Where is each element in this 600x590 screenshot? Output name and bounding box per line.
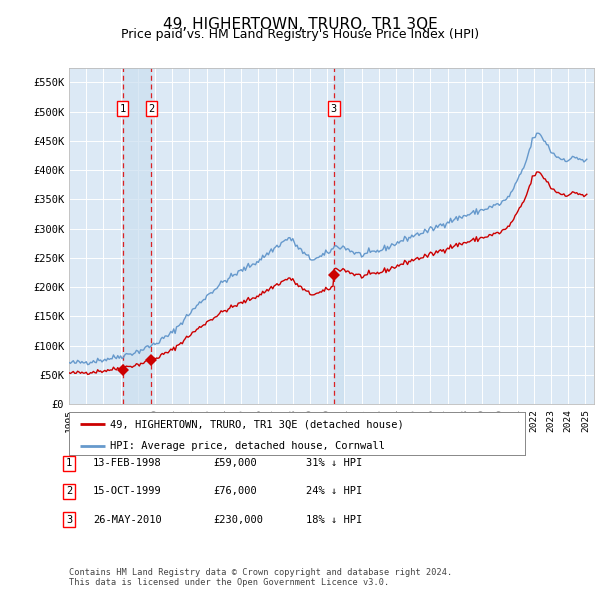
Text: 2: 2	[148, 104, 155, 114]
Text: 49, HIGHERTOWN, TRURO, TR1 3QE: 49, HIGHERTOWN, TRURO, TR1 3QE	[163, 17, 437, 31]
Text: 15-OCT-1999: 15-OCT-1999	[93, 487, 162, 496]
Text: 24% ↓ HPI: 24% ↓ HPI	[306, 487, 362, 496]
Text: 18% ↓ HPI: 18% ↓ HPI	[306, 515, 362, 525]
Text: 1: 1	[66, 458, 72, 468]
Text: 26-MAY-2010: 26-MAY-2010	[93, 515, 162, 525]
Text: 3: 3	[66, 515, 72, 525]
Text: 31% ↓ HPI: 31% ↓ HPI	[306, 458, 362, 468]
Text: £76,000: £76,000	[213, 487, 257, 496]
Text: Price paid vs. HM Land Registry's House Price Index (HPI): Price paid vs. HM Land Registry's House …	[121, 28, 479, 41]
Text: £230,000: £230,000	[213, 515, 263, 525]
Bar	[122, 68, 151, 404]
Bar	[334, 68, 343, 404]
Text: 1: 1	[119, 104, 125, 114]
Text: 3: 3	[331, 104, 337, 114]
Text: 49, HIGHERTOWN, TRURO, TR1 3QE (detached house): 49, HIGHERTOWN, TRURO, TR1 3QE (detached…	[110, 419, 404, 429]
Text: Contains HM Land Registry data © Crown copyright and database right 2024.
This d: Contains HM Land Registry data © Crown c…	[69, 568, 452, 587]
Text: HPI: Average price, detached house, Cornwall: HPI: Average price, detached house, Corn…	[110, 441, 385, 451]
Text: 2: 2	[66, 487, 72, 496]
Text: 13-FEB-1998: 13-FEB-1998	[93, 458, 162, 468]
Text: £59,000: £59,000	[213, 458, 257, 468]
